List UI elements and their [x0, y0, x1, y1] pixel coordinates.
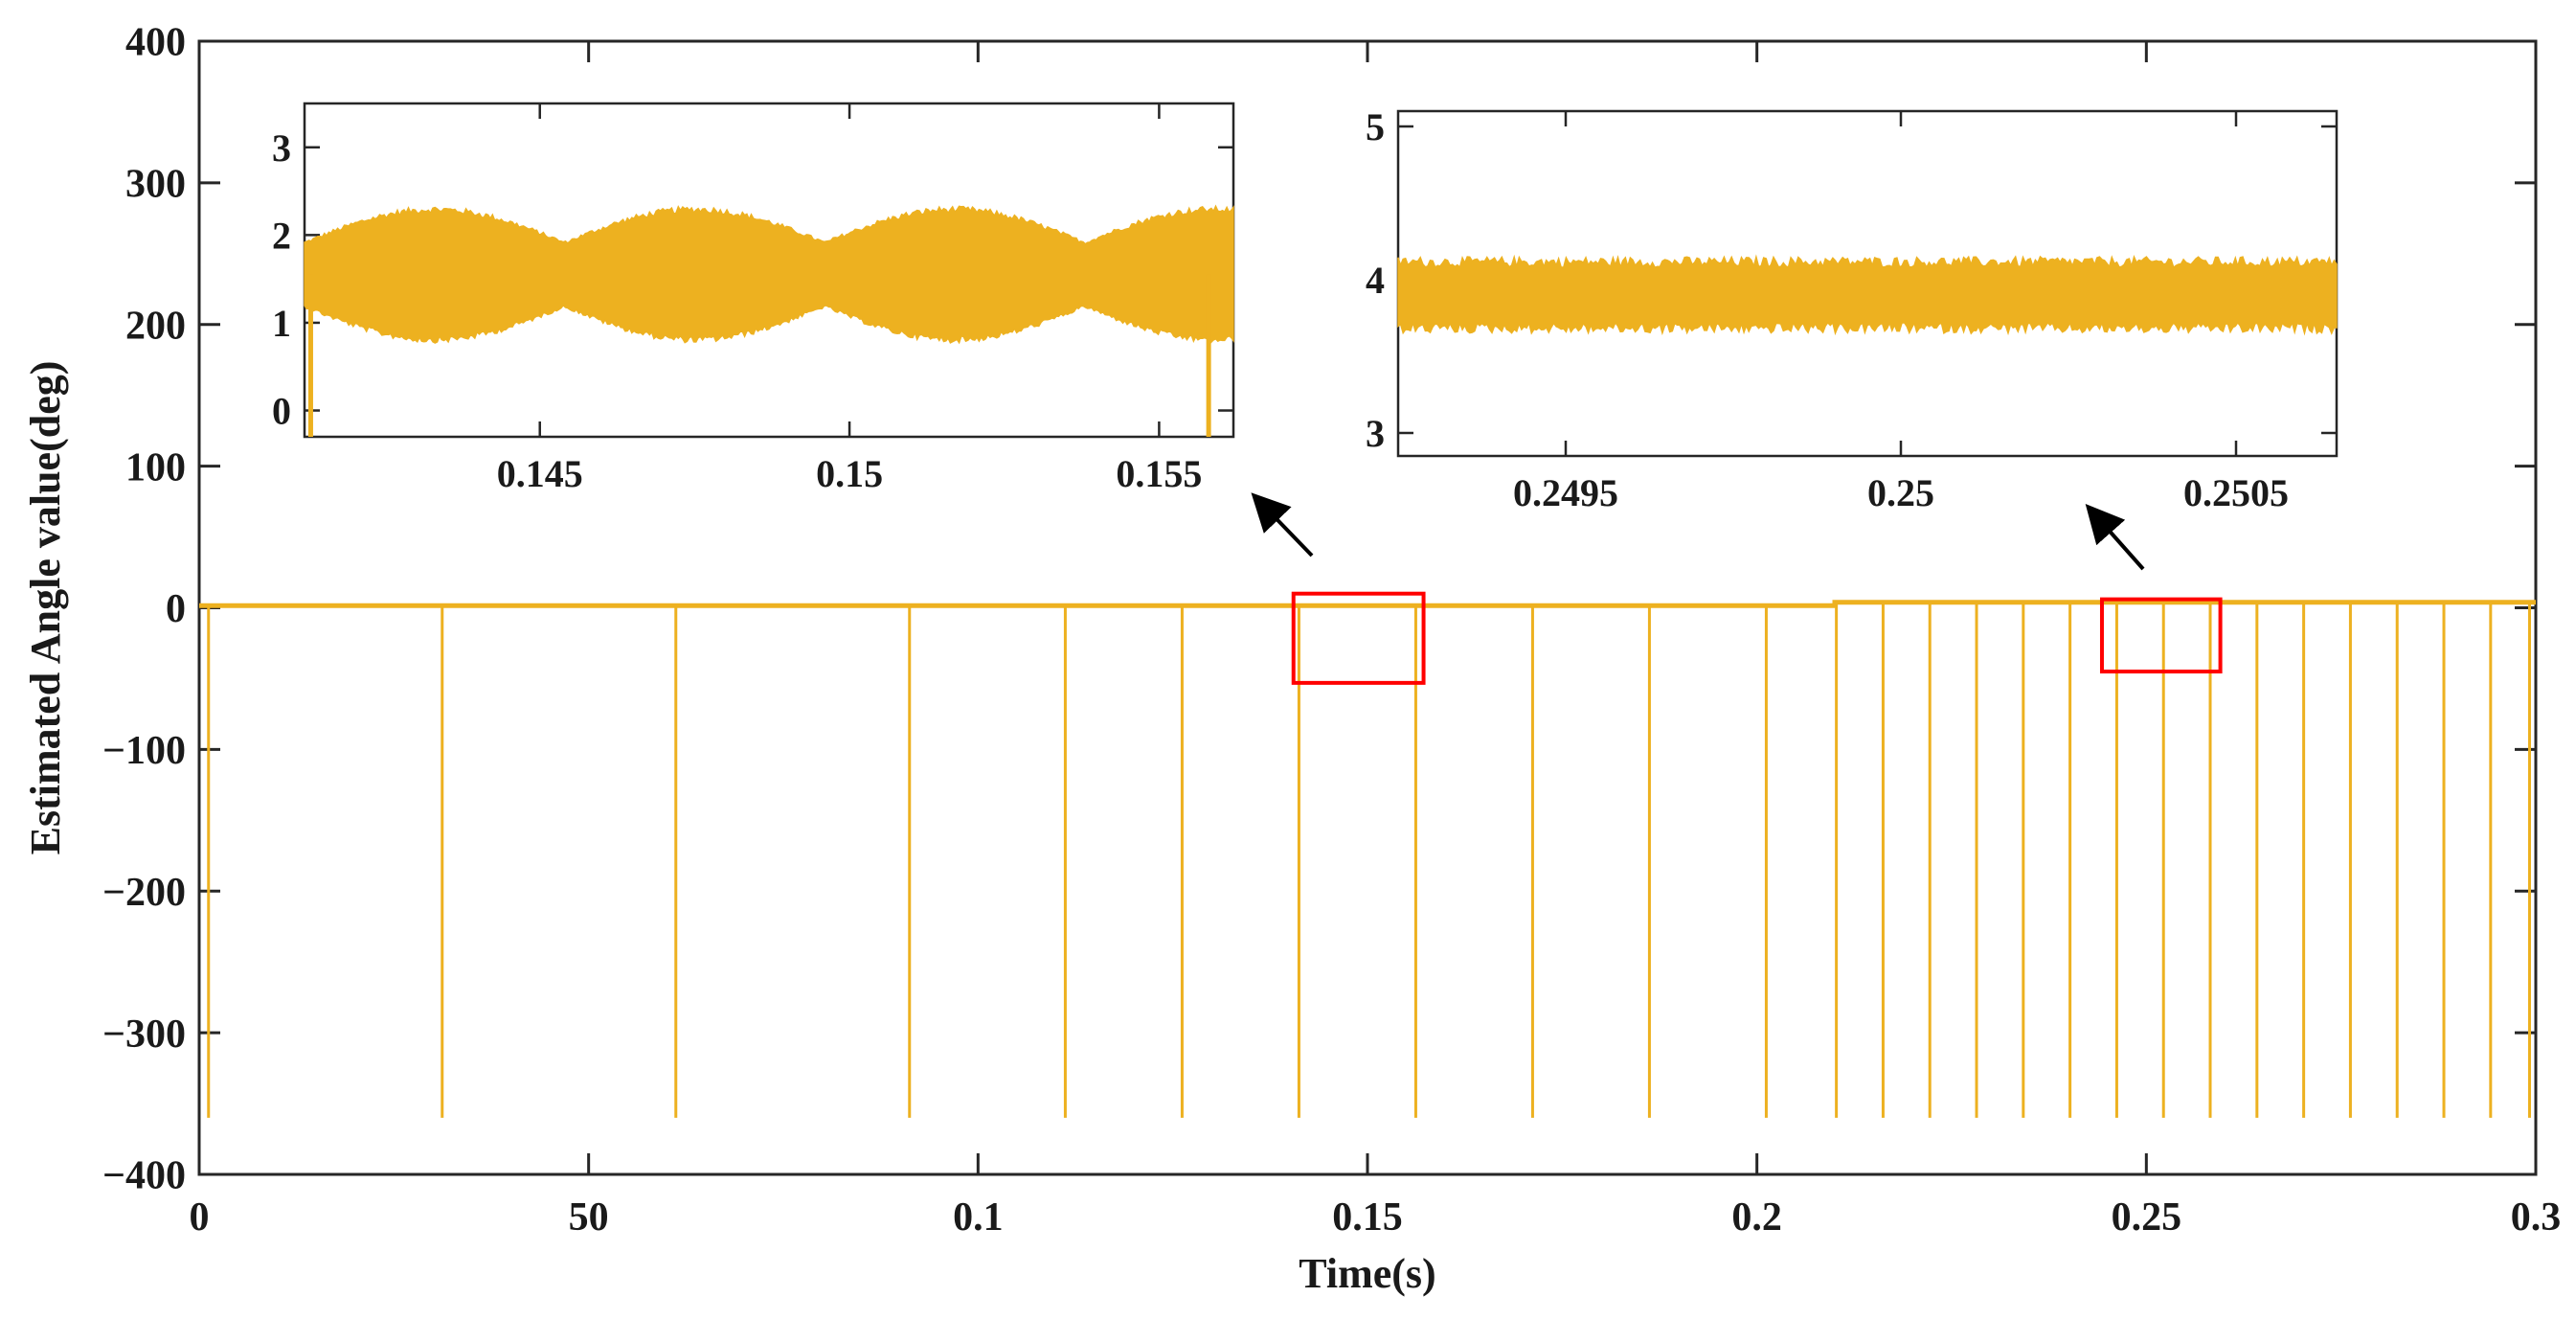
x-tick-label: 0.2 [1731, 1195, 1782, 1240]
inset-chart-left: 0.145 0.15 0.155 0 1 2 3 [272, 102, 1235, 495]
y-tick-label: 0 [166, 587, 186, 631]
main-chart: 0 50 0.1 0.15 0.2 0.25 0.34003002001000−100−20… [22, 21, 2561, 1297]
x-axis-label: Time(s) [1299, 1250, 1435, 1297]
y-tick-label: −100 [102, 729, 186, 773]
x-tick-label: 0.145 [497, 452, 583, 495]
y-tick-label: −200 [102, 871, 186, 915]
y-tick-label: 200 [125, 304, 186, 348]
x-tick-label: 0.1 [953, 1195, 1004, 1240]
x-tick-label: 0.2505 [2183, 471, 2289, 514]
x-tick-label: 0.15 [816, 452, 883, 495]
x-tick-label: 0.2495 [1513, 471, 1618, 514]
zoom-arrow-right [2085, 504, 2145, 571]
y-tick-label: 300 [125, 163, 186, 207]
y-tick-label: 3 [272, 126, 291, 170]
zoom-highlight-box [1291, 591, 1426, 685]
y-tick-label: −400 [102, 1154, 186, 1198]
x-tick-label: 0 [190, 1195, 210, 1240]
zoom-highlight-box [2099, 597, 2223, 674]
x-tick-label: 0.25 [1867, 471, 1934, 514]
y-tick-label: 1 [272, 302, 291, 345]
y-tick-label: 100 [125, 445, 186, 489]
y-tick-label: 0 [272, 390, 291, 433]
x-tick-label: 0.15 [1332, 1195, 1403, 1240]
y-tick-label: 400 [125, 21, 186, 65]
y-tick-label: 3 [1366, 412, 1385, 455]
y-tick-label: 2 [272, 214, 291, 257]
inset-signal-band [304, 204, 1234, 345]
x-tick-label: 0.155 [1116, 452, 1202, 495]
x-tick-label: 50 [569, 1195, 609, 1240]
x-tick-label: 0.25 [2112, 1195, 2182, 1240]
zoom-arrow-left [1251, 492, 1314, 558]
y-tick-label: 4 [1366, 259, 1385, 302]
y-tick-label: 5 [1366, 105, 1385, 148]
zoom-annotations [1251, 492, 2145, 571]
y-tick-label: −300 [102, 1013, 186, 1057]
series-baseline-line [199, 600, 2536, 608]
inset-chart-right: 0.2495 0.25 0.2505 3 4 5 [1366, 105, 2339, 514]
x-tick-label: 0.3 [2511, 1195, 2562, 1240]
y-axis-label: Estimated Angle value(deg) [22, 361, 69, 855]
inset-signal-band [1397, 254, 2338, 336]
